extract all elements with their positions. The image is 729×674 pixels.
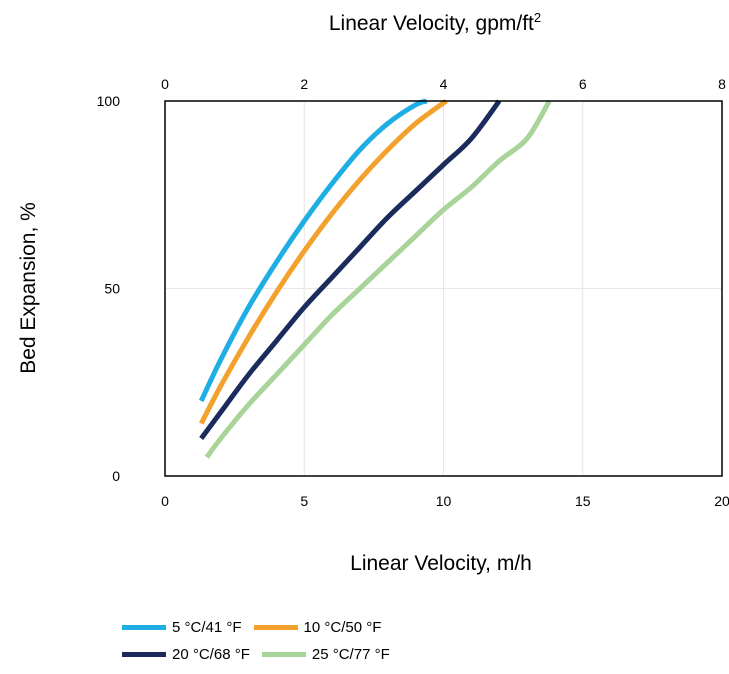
legend-item: 5 °C/41 °F (122, 619, 242, 636)
legend-item: 25 °C/77 °F (261, 646, 390, 663)
legend-label: 10 °C/50 °F (303, 619, 382, 636)
top-axis-title: Linear Velocity, gpm/ft2 (329, 10, 541, 35)
x-tick-label: 20 (714, 493, 729, 509)
top-x-tick-label: 0 (161, 76, 169, 92)
plot-border (164, 100, 723, 477)
chart: 0 5 10 15 20 0 50 100 0 2 4 6 8 Linear Velocity, gpm… (17, 10, 729, 575)
series-line (198, 98, 448, 425)
y-tick-label: 100 (97, 93, 121, 109)
legend-swatch (122, 652, 166, 657)
series-line (198, 98, 428, 403)
legend-item: 20 °C/68 °F (122, 646, 250, 663)
top-axis-title-superscript: 2 (534, 10, 541, 25)
legend-row: 20 °C/68 °F 25 °C/77 °F (122, 641, 462, 668)
top-x-tick-label: 4 (440, 76, 448, 92)
top-x-tick-label: 2 (300, 76, 308, 92)
legend: 5 °C/41 °F 10 °C/50 °F 20 °C/68 °F 25 °C… (122, 614, 462, 668)
x-tick-label: 0 (161, 493, 169, 509)
legend-label: 5 °C/41 °F (172, 619, 242, 636)
series-line (204, 99, 552, 459)
top-x-tick-label: 6 (579, 76, 587, 92)
x-tick-label: 15 (575, 493, 591, 509)
top-axis-title-text: Linear Velocity, gpm/ft (329, 12, 534, 35)
x-tick-label: 5 (300, 493, 308, 509)
legend-swatch (122, 625, 166, 630)
legend-swatch (261, 652, 306, 657)
legend-label: 25 °C/77 °F (311, 646, 390, 663)
y-tick-label: 0 (112, 468, 120, 484)
tick-labels: 0 5 10 15 20 0 50 100 0 2 4 6 8 (97, 76, 729, 509)
series-layer (198, 98, 552, 459)
x-tick-label: 10 (436, 493, 452, 509)
legend-label: 20 °C/68 °F (172, 646, 250, 663)
x-axis-title: Linear Velocity, m/h (350, 552, 532, 575)
top-x-tick-label: 8 (718, 76, 726, 92)
legend-swatch (253, 625, 298, 630)
series-line (199, 99, 502, 440)
y-tick-label: 50 (104, 281, 120, 297)
y-axis-title: Bed Expansion, % (17, 202, 40, 374)
legend-row: 5 °C/41 °F 10 °C/50 °F (122, 614, 462, 641)
legend-item: 10 °C/50 °F (253, 619, 382, 636)
